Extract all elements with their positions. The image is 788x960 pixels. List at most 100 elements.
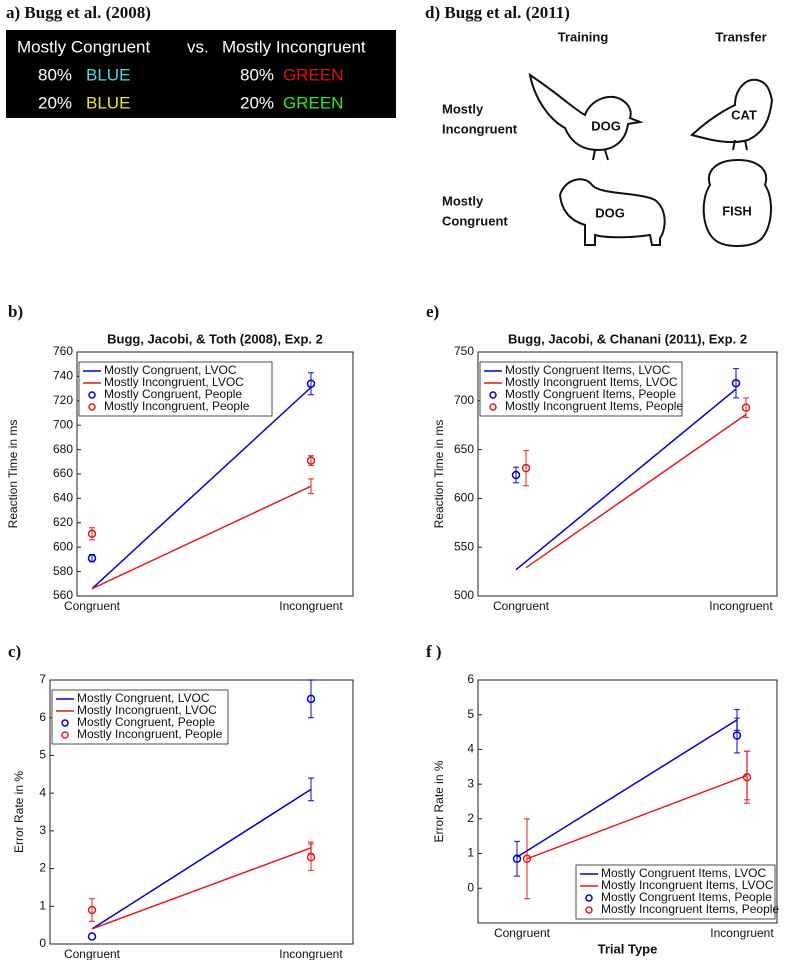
bird-drawing: DOG — [528, 72, 644, 161]
legend-label: Mostly Incongruent, People — [104, 399, 250, 413]
legend-label: Mostly Incongruent Items, People — [601, 902, 779, 916]
y-tick-label: 500 — [454, 588, 474, 602]
data-point — [731, 378, 741, 388]
column-label: Training — [558, 29, 609, 44]
data-point — [742, 772, 752, 782]
dog-drawing: DOG — [558, 178, 666, 246]
y-axis-label: Error Rate in % — [12, 771, 26, 853]
plot-frame — [49, 679, 354, 945]
overlay-word: DOG — [591, 118, 621, 133]
legend-swatch — [585, 906, 593, 914]
legend-swatch — [61, 731, 69, 739]
x-axis-label: Trial Type — [598, 941, 658, 956]
series-line — [515, 388, 737, 571]
data-point — [521, 463, 531, 473]
y-tick-label: 7 — [39, 672, 46, 686]
legend-swatch — [88, 391, 96, 399]
y-tick-label: 4 — [467, 742, 474, 756]
series-line — [91, 788, 312, 930]
percent: 20% — [38, 93, 72, 112]
legend-label: Mostly Incongruent Items, LVOC — [601, 878, 774, 892]
x-tick-label: Congruent — [493, 599, 550, 613]
legend-label: Mostly Incongruent Items, LVOC — [505, 375, 678, 389]
chart-title: Bugg, Jacobi, & Toth (2008), Exp. 2 — [107, 331, 323, 346]
stimulus-box — [6, 30, 396, 118]
y-tick-label: 6 — [467, 672, 474, 686]
plot-frame — [477, 351, 778, 597]
y-tick-label: 580 — [53, 564, 73, 578]
word: BLUE — [86, 65, 130, 84]
y-tick-label: 660 — [53, 466, 73, 480]
y-tick-label: 700 — [454, 393, 474, 407]
data-point — [306, 379, 316, 388]
y-tick-label: 1 — [39, 898, 46, 912]
data-point — [87, 529, 97, 539]
y-axis-label: Reaction Time in ms — [432, 420, 446, 529]
legend-label: Mostly Congruent, People — [77, 715, 215, 729]
y-tick-label: 600 — [53, 539, 73, 553]
panel-label: f ) — [426, 642, 442, 661]
data-point — [87, 932, 97, 941]
series-line — [91, 847, 312, 930]
legend-label: Mostly Congruent, People — [104, 387, 242, 401]
y-tick-label: 600 — [454, 491, 474, 505]
x-tick-label: Incongruent — [710, 926, 774, 940]
y-tick-label: 1 — [467, 846, 474, 860]
row-label: Incongruent — [442, 121, 518, 136]
legend-label: Mostly Congruent, LVOC — [104, 363, 237, 377]
data-point — [306, 694, 316, 704]
y-tick-label: 700 — [53, 417, 73, 431]
panel-label: b) — [8, 302, 23, 321]
overlay-word: CAT — [731, 107, 757, 122]
bird-drawing: CAT — [690, 78, 774, 151]
data-point — [87, 905, 97, 915]
data-point — [87, 553, 97, 563]
row-label: Mostly — [442, 101, 484, 116]
data-point — [306, 853, 316, 862]
row-label: Mostly — [442, 193, 484, 208]
plot-frame — [477, 679, 778, 924]
y-tick-label: 740 — [53, 369, 73, 383]
legend-swatch — [61, 719, 69, 727]
legend-label: Mostly Incongruent, LVOC — [104, 375, 244, 389]
legend-label: Mostly Congruent Items, People — [505, 387, 676, 401]
y-tick-label: 550 — [454, 539, 474, 553]
legend-swatch — [489, 391, 497, 399]
y-tick-label: 640 — [53, 491, 73, 505]
word: BLUE — [86, 93, 130, 112]
legend-swatch — [88, 403, 96, 411]
legend-label: Mostly Congruent Items, LVOC — [505, 363, 671, 377]
panel-title: d) Bugg et al. (2011) — [425, 3, 570, 22]
column-label: Transfer — [715, 29, 766, 44]
x-tick-label: Congruent — [64, 947, 121, 960]
y-tick-label: 750 — [454, 344, 474, 358]
y-tick-label: 3 — [467, 776, 474, 790]
legend-box — [78, 361, 273, 417]
y-axis-label: Reaction Time in ms — [6, 420, 20, 529]
overlay-word: FISH — [722, 203, 752, 218]
percent: 20% — [240, 93, 274, 112]
legend-swatch — [489, 403, 497, 411]
data-point — [511, 470, 521, 480]
y-tick-label: 5 — [39, 748, 46, 762]
overlay-word: DOG — [595, 205, 625, 220]
x-tick-label: Incongruent — [709, 599, 773, 613]
y-tick-label: 0 — [467, 880, 474, 894]
dog-drawing: FISH — [702, 158, 772, 247]
data-point — [741, 403, 751, 412]
x-tick-label: Incongruent — [279, 599, 343, 613]
series-line — [526, 774, 748, 860]
y-tick-label: 0 — [39, 936, 46, 950]
percent: 80% — [240, 65, 274, 84]
legend-label: Mostly Congruent Items, LVOC — [601, 866, 767, 880]
legend-label: Mostly Incongruent, People — [77, 727, 223, 741]
panel-label: e) — [426, 302, 439, 321]
y-tick-label: 3 — [39, 823, 46, 837]
legend-label: Mostly Congruent, LVOC — [77, 691, 210, 705]
data-point — [522, 854, 532, 864]
chart-title: Bugg, Jacobi, & Chanani (2011), Exp. 2 — [508, 331, 747, 346]
series-line — [516, 719, 738, 858]
y-tick-label: 720 — [53, 393, 73, 407]
